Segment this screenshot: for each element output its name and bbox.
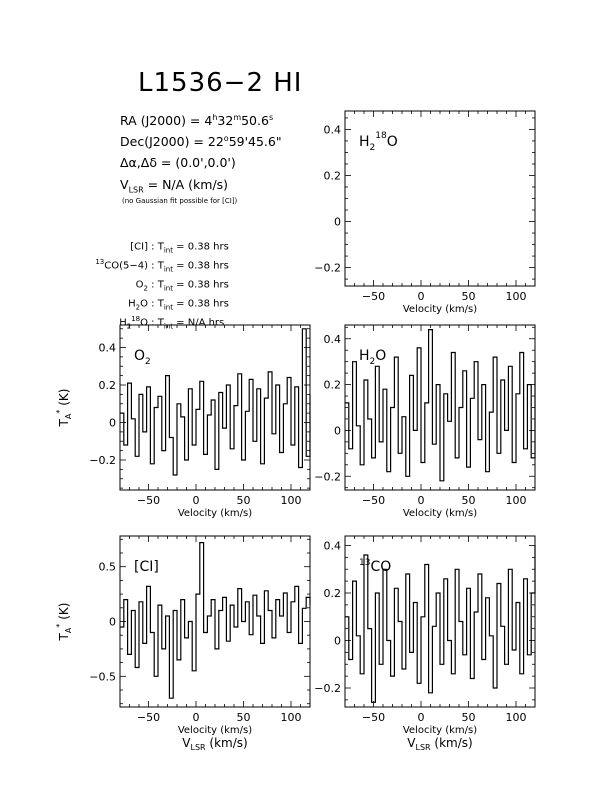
chart-h2-18o: −50 0 50 100 −0.2 0 0.2 0.4 H218O Velocity (km/s) bbox=[314, 110, 536, 315]
y-tick-label: 0.2 bbox=[324, 379, 342, 392]
panel-label: H2O bbox=[359, 348, 386, 367]
y-tick-label: −0.5 bbox=[89, 670, 116, 683]
chart-ci: −50 0 50 100 −0.5 0 0.5 [CI] Velocity (km/s)VLSR… bbox=[55, 535, 311, 752]
x-tick-label: 100 bbox=[281, 494, 302, 507]
x-tick-label: 50 bbox=[237, 711, 251, 724]
integration-row: O2 : Tint = 0.38 hrs bbox=[135, 279, 229, 293]
vlsr-value: VLSR = N/A (km/s) bbox=[120, 177, 229, 195]
y-tick-label: 0.4 bbox=[324, 123, 342, 136]
y-tick-label: 0.2 bbox=[99, 379, 117, 392]
vlsr-axis-label: VLSR (km/s) bbox=[407, 736, 472, 752]
x-tick-label: 0 bbox=[193, 494, 200, 507]
x-tick-label: −50 bbox=[137, 494, 160, 507]
chart-h2o: −50 0 50 100 −0.2 0 0.2 0.4 H2O Velocity (km/s) bbox=[314, 324, 536, 519]
x-axis-label: Velocity (km/s) bbox=[403, 304, 477, 315]
y-axis-label: TA* (K) bbox=[55, 389, 73, 428]
x-tick-label: 0 bbox=[418, 711, 425, 724]
y-tick-label: 0.4 bbox=[324, 333, 342, 346]
chart-o2: −50 0 50 100 −0.2 0 0.2 0.4 O2 Velocity (km/s) TA*… bbox=[55, 324, 311, 519]
x-tick-label: 100 bbox=[506, 494, 527, 507]
y-tick-label: 0.4 bbox=[99, 342, 117, 355]
x-tick-label: 100 bbox=[506, 711, 527, 724]
x-axis-label: Velocity (km/s) bbox=[403, 725, 477, 736]
y-tick-label: 0 bbox=[334, 635, 341, 648]
spectrum-line-13co bbox=[345, 545, 536, 703]
integration-row: H218O : Tint = N/A hrs bbox=[119, 315, 225, 331]
x-tick-label: 50 bbox=[462, 711, 476, 724]
vlsr-axis-label: VLSR (km/s) bbox=[182, 736, 247, 752]
spectrum-line-o2 bbox=[120, 328, 311, 476]
panel-label: O2 bbox=[134, 348, 151, 367]
x-tick-label: 0 bbox=[418, 290, 425, 303]
x-tick-label: −50 bbox=[362, 290, 385, 303]
x-axis-label: Velocity (km/s) bbox=[178, 725, 252, 736]
ra-coordinate: RA (J2000) = 4h32m50.6s bbox=[120, 113, 274, 129]
x-tick-label: 0 bbox=[418, 494, 425, 507]
integration-row: H2O : Tint = 0.38 hrs bbox=[128, 298, 229, 312]
dec-coordinate: Dec(J2000) = 22o59'45.6" bbox=[120, 134, 282, 150]
y-tick-label: 0 bbox=[334, 424, 341, 437]
integration-row: 13CO(5−4) : Tint = 0.38 hrs bbox=[95, 258, 229, 274]
y-tick-label: 0.5 bbox=[99, 561, 117, 574]
y-tick-label: −0.2 bbox=[314, 682, 341, 695]
y-tick-label: 0.4 bbox=[324, 540, 342, 553]
position-offset: Δα,Δδ = (0.0',0.0') bbox=[120, 155, 236, 170]
panel-label: 13CO bbox=[359, 558, 391, 575]
x-axis-label: Velocity (km/s) bbox=[178, 508, 252, 519]
panel-label: [CI] bbox=[134, 559, 159, 575]
spectrum-line-h2o bbox=[345, 329, 536, 482]
x-tick-label: 100 bbox=[506, 290, 527, 303]
y-tick-label: 0.2 bbox=[324, 169, 342, 182]
x-tick-label: −50 bbox=[362, 494, 385, 507]
integration-row: [CI] : Tint = 0.38 hrs bbox=[130, 241, 229, 255]
y-axis-label: TA* (K) bbox=[55, 603, 73, 642]
spectrum-line-ci bbox=[120, 542, 311, 699]
y-tick-label: 0 bbox=[334, 216, 341, 229]
x-tick-label: −50 bbox=[137, 711, 160, 724]
page-title: L1536−2 HI bbox=[138, 68, 303, 98]
x-tick-label: 0 bbox=[193, 711, 200, 724]
gaussian-fit-note: (no Gaussian fit possible for [CI]) bbox=[122, 197, 238, 205]
x-tick-label: 100 bbox=[281, 711, 302, 724]
x-tick-label: 50 bbox=[237, 494, 251, 507]
chart-13co: −50 0 50 100 −0.2 0 0.2 0.4 13CO Velocity (km/s)V… bbox=[314, 535, 536, 752]
x-tick-label: −50 bbox=[362, 711, 385, 724]
y-tick-label: −0.2 bbox=[89, 454, 116, 467]
x-tick-label: 50 bbox=[462, 290, 476, 303]
y-tick-label: −0.2 bbox=[314, 262, 341, 275]
plot-frame bbox=[344, 110, 536, 287]
y-tick-label: 0.2 bbox=[324, 587, 342, 600]
y-tick-label: 0 bbox=[109, 616, 116, 629]
x-tick-label: 50 bbox=[462, 494, 476, 507]
x-axis-label: Velocity (km/s) bbox=[403, 508, 477, 519]
y-tick-label: 0 bbox=[109, 417, 116, 430]
y-tick-label: −0.2 bbox=[314, 470, 341, 483]
panel-label: H218O bbox=[359, 131, 398, 153]
